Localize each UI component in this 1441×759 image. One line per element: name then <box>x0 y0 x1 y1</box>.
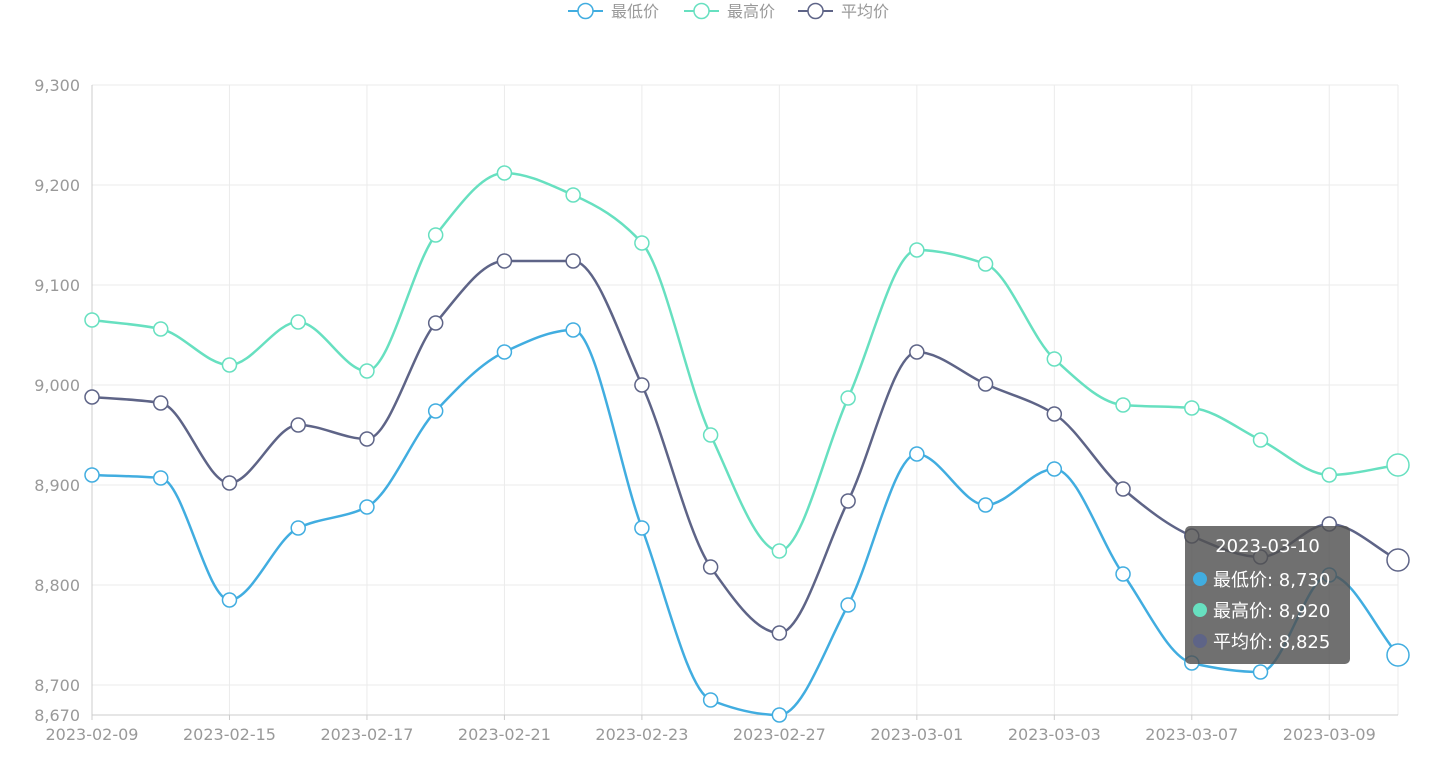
data-point <box>702 559 719 575</box>
y-tick-label: 8,670 <box>34 706 80 725</box>
data-point <box>565 187 581 203</box>
data-point <box>1184 400 1200 416</box>
legend[interactable]: 最低价 最高价 平均价 <box>568 2 889 21</box>
data-point <box>427 403 444 419</box>
series-lines <box>91 171 1399 717</box>
data-point <box>909 344 925 360</box>
data-point <box>977 376 994 392</box>
data-point <box>152 395 169 411</box>
y-tick-label: 8,800 <box>34 576 80 595</box>
axes: 8,670 8,700 8,800 8,900 9,000 9,100 9,200 9,300… <box>34 76 1398 744</box>
x-tick-label: 2023-02-21 <box>458 725 551 744</box>
data-point <box>496 165 513 181</box>
data-point <box>771 707 788 723</box>
x-tick-label: 2023-02-15 <box>183 725 276 744</box>
tooltip-dot-high <box>1193 602 1207 617</box>
data-point <box>496 344 513 360</box>
data-point <box>634 520 650 536</box>
data-point <box>359 499 375 515</box>
tooltip-text-avg: 平均价: 8,825 <box>1213 631 1331 653</box>
tooltip-dot-low <box>1193 571 1207 586</box>
data-point <box>771 543 788 559</box>
tooltip-title: 2023-03-10 <box>1215 536 1320 557</box>
data-point <box>565 322 581 338</box>
data-point <box>840 390 856 406</box>
y-tick-label: 8,900 <box>34 476 80 495</box>
data-point <box>221 475 238 491</box>
tooltip: 2023-03-10 最低价: 8,730 最高价: 8,920 平均价: 8,… <box>1185 526 1350 664</box>
data-point <box>1386 453 1410 477</box>
data-point <box>565 253 581 269</box>
x-tick-label: 2023-03-09 <box>1283 725 1376 744</box>
data-point <box>702 427 719 443</box>
tooltip-row-high: 最高价: 8,920 <box>1193 594 1342 625</box>
data-point <box>771 625 788 641</box>
data-point <box>1321 467 1338 483</box>
data-point <box>221 592 238 608</box>
x-tick-label: 2023-03-01 <box>870 725 963 744</box>
data-point <box>977 256 994 272</box>
data-point <box>909 446 925 462</box>
grid-lines <box>91 84 1399 715</box>
x-tick-label: 2023-02-09 <box>46 725 139 744</box>
y-tick-label: 9,000 <box>34 376 80 395</box>
data-point <box>359 431 375 447</box>
data-point <box>496 253 513 269</box>
x-tick-label: 2023-02-23 <box>595 725 688 744</box>
tooltip-dot-avg <box>1193 633 1207 648</box>
tooltip-row-avg: 平均价: 8,825 <box>1193 625 1342 656</box>
x-tick-label: 2023-02-27 <box>733 725 826 744</box>
data-point <box>909 242 925 258</box>
x-tick-label: 2023-03-07 <box>1145 725 1238 744</box>
data-point <box>634 235 650 251</box>
y-tick-label: 9,100 <box>34 276 80 295</box>
data-point <box>1252 432 1269 448</box>
legend-label-2: 平均价 <box>841 2 889 21</box>
y-tick-label: 8,700 <box>34 676 80 695</box>
data-point <box>290 417 306 433</box>
data-point <box>1046 406 1063 422</box>
x-tick-label: 2023-02-17 <box>320 725 413 744</box>
data-point <box>702 692 719 708</box>
data-point <box>634 377 650 393</box>
series-line-0 <box>91 328 1399 717</box>
data-point <box>1115 397 1131 413</box>
data-point <box>84 467 100 483</box>
data-point <box>152 321 169 337</box>
data-point <box>1386 548 1410 572</box>
series-line-1 <box>91 171 1399 553</box>
data-point <box>290 520 306 536</box>
legend-label-1: 最高价 <box>727 2 775 21</box>
data-point <box>84 389 100 405</box>
data-point <box>359 363 375 379</box>
legend-marker-2 <box>807 2 824 20</box>
data-point <box>290 314 306 330</box>
data-point <box>977 497 994 513</box>
y-tick-label: 9,200 <box>34 176 80 195</box>
legend-marker-1 <box>693 2 710 20</box>
legend-label-0: 最低价 <box>611 2 659 21</box>
tooltip-row-low: 最低价: 8,730 <box>1193 563 1342 594</box>
data-point <box>1115 481 1131 497</box>
tooltip-text-low: 最低价: 8,730 <box>1213 569 1331 591</box>
data-point <box>1046 351 1063 367</box>
y-tick-label: 9,300 <box>34 76 80 95</box>
data-point <box>1386 643 1410 667</box>
data-point <box>221 357 238 373</box>
data-point <box>840 493 856 509</box>
data-point <box>427 315 444 331</box>
x-tick-label: 2023-03-03 <box>1008 725 1101 744</box>
data-point <box>840 597 856 613</box>
data-point <box>1046 461 1063 477</box>
data-point <box>152 470 169 486</box>
data-point <box>1115 566 1131 582</box>
series-line-2 <box>91 259 1399 635</box>
tooltip-text-high: 最高价: 8,920 <box>1213 600 1331 622</box>
data-point <box>84 312 100 328</box>
data-point <box>1252 664 1269 680</box>
legend-marker-0 <box>577 2 594 20</box>
data-point <box>427 227 444 243</box>
